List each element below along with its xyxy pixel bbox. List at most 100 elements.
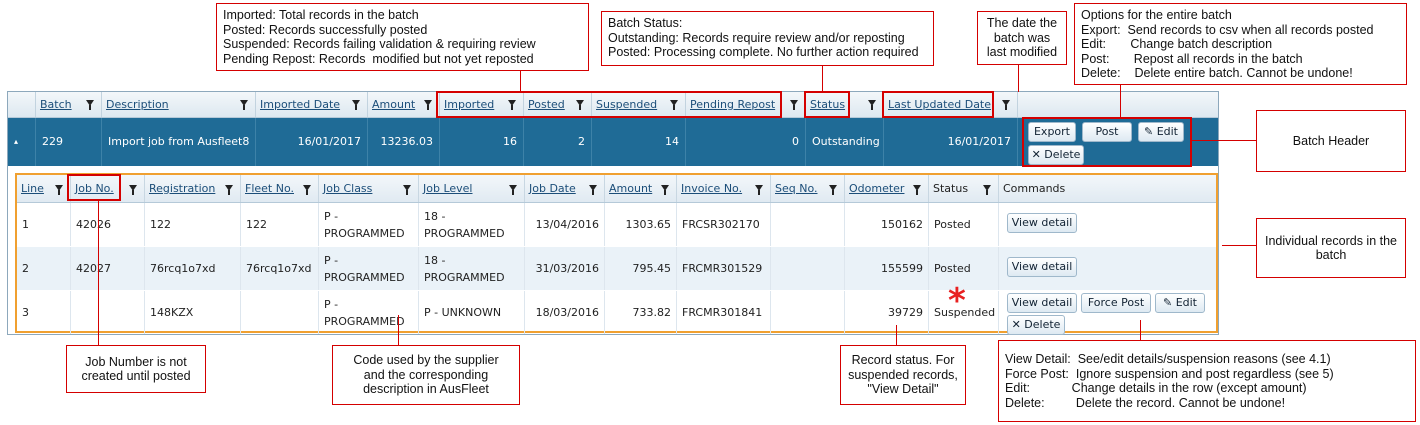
- filter-icon[interactable]: [509, 185, 517, 195]
- cell-job-no: 42027: [71, 247, 145, 290]
- cell-status: Posted: [929, 247, 999, 290]
- filter-icon[interactable]: [661, 185, 669, 195]
- header-label[interactable]: Seq No.: [775, 182, 818, 195]
- header-amount[interactable]: Amount: [605, 175, 677, 202]
- connector-line: [896, 325, 897, 345]
- callout-line: Suspended: Records failing validation & …: [223, 37, 536, 51]
- header-label[interactable]: Suspended: [596, 98, 658, 111]
- batch-imported-date: 16/01/2017: [256, 118, 368, 166]
- view-detail-button[interactable]: View detail: [1007, 293, 1077, 313]
- header-label[interactable]: Amount: [609, 182, 653, 195]
- header-amount[interactable]: Amount: [368, 92, 440, 117]
- batch-description: Import job from Ausfleet8: [102, 118, 256, 166]
- view-detail-button[interactable]: View detail: [1007, 213, 1077, 233]
- header-label[interactable]: Amount: [372, 98, 416, 111]
- header-imported-date[interactable]: Imported Date: [256, 92, 368, 117]
- header-registration[interactable]: Registration: [145, 175, 241, 202]
- filter-icon[interactable]: [424, 100, 432, 110]
- connector-line: [520, 71, 521, 92]
- highlight-last-updated: [882, 91, 994, 118]
- records-grid: Line Job No. Registration Fleet No. Job …: [15, 173, 1218, 335]
- cell-invoice-no: FRCMR301529: [677, 247, 771, 290]
- cell-job-date: 31/03/2016: [525, 247, 605, 290]
- callout-line: Edit: Change batch description: [1081, 37, 1273, 51]
- header-label[interactable]: Registration: [149, 182, 216, 195]
- filter-icon[interactable]: [352, 100, 360, 110]
- filter-icon[interactable]: [303, 185, 311, 195]
- filter-icon[interactable]: [403, 185, 411, 195]
- export-button[interactable]: Export: [1028, 122, 1076, 142]
- filter-icon[interactable]: [1002, 100, 1010, 110]
- header-batch[interactable]: Batch: [36, 92, 102, 117]
- filter-icon[interactable]: [670, 100, 678, 110]
- filter-icon[interactable]: [86, 100, 94, 110]
- header-odometer[interactable]: Odometer: [845, 175, 929, 202]
- header-fleet-no[interactable]: Fleet No.: [241, 175, 319, 202]
- filter-icon[interactable]: [983, 185, 991, 195]
- header-label[interactable]: Job Class: [323, 182, 373, 195]
- callout-line: Job Number is not: [85, 354, 187, 369]
- header-label[interactable]: Batch: [40, 98, 72, 111]
- header-label[interactable]: Fleet No.: [245, 182, 294, 195]
- cell-invoice-no: FRCSR302170: [677, 203, 771, 246]
- header-last-updated[interactable]: Last Updated Date: [884, 92, 1018, 117]
- force-post-button[interactable]: Force Post: [1081, 293, 1151, 313]
- header-description[interactable]: Description: [102, 92, 256, 117]
- delete-batch-button[interactable]: ✕ Delete: [1028, 145, 1084, 165]
- header-label[interactable]: Imported Date: [260, 98, 341, 111]
- cell-job-level: 18 - PROGRAMMED: [419, 203, 525, 246]
- cell-fleet-no: 122: [241, 203, 319, 246]
- header-label[interactable]: Line: [21, 182, 44, 195]
- header-label[interactable]: Job No.: [75, 182, 114, 195]
- batch-pending-repost-count: 0: [686, 118, 806, 166]
- callout-line: Delete: Delete entire batch. Cannot be u…: [1081, 66, 1353, 80]
- header-label[interactable]: Description: [106, 98, 169, 111]
- view-detail-button[interactable]: View detail: [1007, 257, 1077, 277]
- filter-icon[interactable]: [55, 185, 63, 195]
- header-posted[interactable]: Posted: [524, 92, 592, 117]
- edit-batch-button[interactable]: ✎ Edit: [1138, 122, 1184, 142]
- filter-icon[interactable]: [129, 185, 137, 195]
- filter-icon[interactable]: [240, 100, 248, 110]
- table-row: 3 148KZX P - PROGRAMMED P - UNKNOWN 18/03…: [17, 291, 1216, 335]
- filter-icon[interactable]: [868, 100, 876, 110]
- filter-icon[interactable]: [576, 100, 584, 110]
- filter-icon[interactable]: [829, 185, 837, 195]
- callout-line: The date the: [986, 16, 1058, 30]
- filter-icon[interactable]: [508, 100, 516, 110]
- header-invoice-no[interactable]: Invoice No.: [677, 175, 771, 202]
- header-line[interactable]: Line: [17, 175, 71, 202]
- post-button[interactable]: Post: [1082, 122, 1132, 142]
- header-label[interactable]: Status: [810, 98, 846, 111]
- header-seq-no[interactable]: Seq No.: [771, 175, 845, 202]
- expand-toggle-icon[interactable]: ▴: [8, 118, 36, 166]
- header-status[interactable]: Status: [929, 175, 999, 202]
- header-label[interactable]: Odometer: [849, 182, 905, 195]
- header-label[interactable]: Imported: [444, 98, 495, 111]
- header-label[interactable]: Last Updated Date: [888, 98, 992, 111]
- header-label[interactable]: Job Level: [423, 182, 473, 195]
- batch-row[interactable]: ▴ 229 Import job from Ausfleet8 16/01/20…: [8, 118, 1218, 166]
- delete-record-button[interactable]: ✕ Delete: [1007, 315, 1065, 335]
- filter-icon[interactable]: [589, 185, 597, 195]
- edit-record-button[interactable]: ✎ Edit: [1155, 293, 1205, 313]
- header-label[interactable]: Invoice No.: [681, 182, 743, 195]
- header-label[interactable]: Job Date: [529, 182, 576, 195]
- filter-icon[interactable]: [790, 100, 798, 110]
- cell-line: 3: [17, 291, 71, 334]
- filter-icon[interactable]: [225, 185, 233, 195]
- suspended-star-icon: *: [948, 281, 966, 321]
- header-label[interactable]: Pending Repost: [690, 98, 776, 111]
- header-suspended[interactable]: Suspended: [592, 92, 686, 117]
- header-job-class[interactable]: Job Class: [319, 175, 419, 202]
- code-used-callout: Code used by the supplier and the corres…: [332, 345, 520, 405]
- header-imported[interactable]: Imported: [440, 92, 524, 117]
- header-job-date[interactable]: Job Date: [525, 175, 605, 202]
- filter-icon[interactable]: [913, 185, 921, 195]
- header-job-level[interactable]: Job Level: [419, 175, 525, 202]
- header-label[interactable]: Posted: [528, 98, 565, 111]
- header-label[interactable]: Status: [933, 182, 969, 195]
- filter-icon[interactable]: [755, 185, 763, 195]
- callout-line: and the corresponding: [363, 367, 489, 382]
- header-job-no[interactable]: Job No.: [71, 175, 145, 202]
